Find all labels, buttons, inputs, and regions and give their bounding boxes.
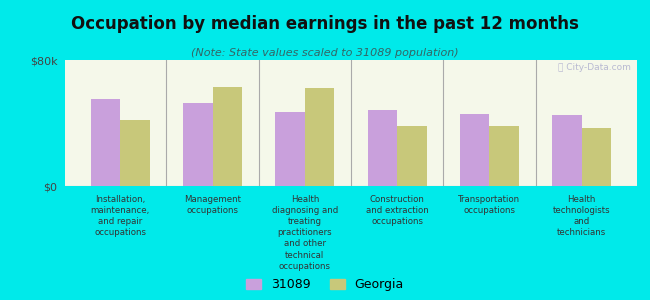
- Bar: [582, 128, 611, 186]
- Bar: [91, 99, 120, 186]
- Bar: [183, 103, 213, 186]
- Text: Installation,
maintenance,
and repair
occupations: Installation, maintenance, and repair oc…: [91, 195, 150, 237]
- Text: Transportation
occupations: Transportation occupations: [458, 195, 521, 215]
- Text: Health
diagnosing and
treating
practitioners
and other
technical
occupations: Health diagnosing and treating practitio…: [272, 195, 338, 271]
- Text: (Note: State values scaled to 31089 population): (Note: State values scaled to 31089 popu…: [191, 48, 459, 58]
- Text: Construction
and extraction
occupations: Construction and extraction occupations: [366, 195, 428, 226]
- Bar: [368, 110, 397, 186]
- Bar: [397, 126, 426, 186]
- Bar: [213, 87, 242, 186]
- Bar: [552, 115, 582, 186]
- Text: Health
technologists
and
technicians: Health technologists and technicians: [553, 195, 610, 237]
- Bar: [120, 120, 150, 186]
- Bar: [460, 113, 489, 186]
- Text: Management
occupations: Management occupations: [184, 195, 241, 215]
- Bar: [489, 126, 519, 186]
- Legend: 31089, Georgia: 31089, Georgia: [244, 276, 406, 294]
- Bar: [276, 112, 305, 186]
- Text: Ⓡ City-Data.com: Ⓡ City-Data.com: [558, 62, 631, 71]
- Text: Occupation by median earnings in the past 12 months: Occupation by median earnings in the pas…: [71, 15, 579, 33]
- Bar: [305, 88, 334, 186]
